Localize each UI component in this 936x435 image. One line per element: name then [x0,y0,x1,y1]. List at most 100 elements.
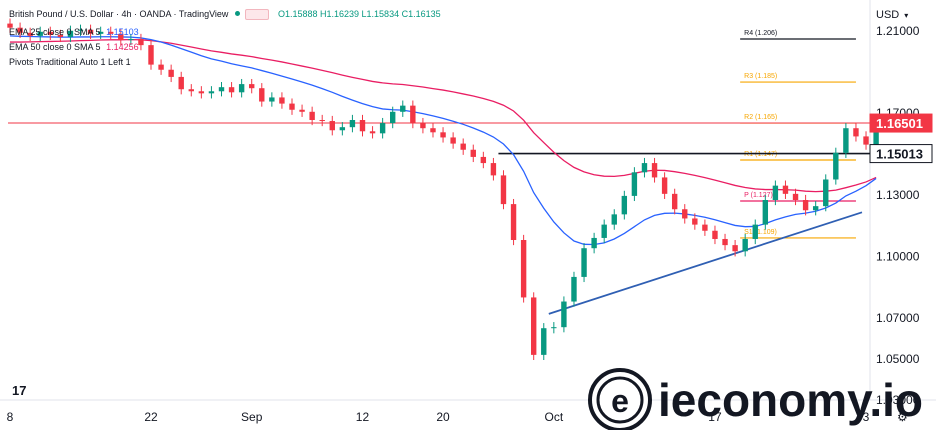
candle-body[interactable] [802,200,809,211]
candle-body[interactable] [309,111,315,120]
candle-body[interactable] [238,84,245,93]
candle-body[interactable] [611,214,617,225]
candle-body[interactable] [319,120,325,122]
candle-body[interactable] [671,193,678,210]
candle-body[interactable] [702,224,708,231]
candle-body[interactable] [641,163,648,173]
candle-body[interactable] [450,137,456,144]
candle-body[interactable] [601,224,607,238]
candle-body[interactable] [279,97,285,104]
candle-body[interactable] [551,327,557,329]
candle-body[interactable] [772,185,779,200]
candle-body[interactable] [843,128,849,153]
candle-body[interactable] [97,31,104,34]
candle-body[interactable] [369,131,376,134]
x-tick-label: Sep [241,410,263,424]
candle-body[interactable] [27,32,33,36]
candle-body[interactable] [400,105,406,112]
candle-body[interactable] [541,328,547,355]
candle-body[interactable] [440,132,446,138]
ema25-line[interactable] [9,35,877,246]
candle-body[interactable] [732,245,738,252]
candle-body[interactable] [7,23,13,28]
candle-body[interactable] [158,64,164,70]
candle-body[interactable] [57,34,64,37]
candle-body[interactable] [67,30,74,37]
candle-body[interactable] [782,185,789,194]
candle-body[interactable] [118,33,124,40]
candle-body[interactable] [742,238,748,252]
candle-body[interactable] [259,88,265,102]
candle-body[interactable] [128,38,134,40]
candle-body[interactable] [621,195,628,215]
candle-body[interactable] [833,152,839,180]
candle-body[interactable] [712,230,718,239]
candle-body[interactable] [178,76,184,90]
candle-body[interactable] [410,105,416,124]
candle-body[interactable] [480,156,487,164]
candle-body[interactable] [762,200,769,225]
candle-body[interactable] [188,89,194,92]
ema50-legend[interactable]: EMA 50 close 0 SMA 5 1.14256 [9,42,139,52]
candle-body[interactable] [863,136,869,145]
candle-body[interactable] [108,31,114,34]
candle-body[interactable] [269,97,275,102]
gear-icon[interactable]: ⚙ [897,410,908,424]
candle-body[interactable] [460,143,466,150]
candle-body[interactable] [631,172,638,196]
candle-body[interactable] [87,29,94,34]
candle-body[interactable] [561,301,567,328]
y-tick-label: 1.13000 [876,188,920,202]
tradingview-logo[interactable]: 17 [12,383,27,398]
candle-body[interactable] [510,204,517,240]
candle-body[interactable] [581,248,587,277]
candle-body[interactable] [591,237,597,249]
candle-body[interactable] [390,111,396,124]
candle-body[interactable] [853,128,859,137]
candle-body[interactable] [349,120,356,128]
candle-body[interactable] [299,109,305,112]
candle-body[interactable] [420,123,426,129]
candle-body[interactable] [289,103,295,110]
candle-body[interactable] [168,69,174,77]
candle-body[interactable] [722,238,728,246]
candle-body[interactable] [17,27,23,33]
candle-body[interactable] [661,177,668,194]
candle-body[interactable] [430,128,436,133]
candle-body[interactable] [47,31,53,35]
candle-body[interactable] [218,87,225,92]
candle-body[interactable] [470,149,476,157]
candle-body[interactable] [812,206,819,211]
candle-body[interactable] [651,163,658,178]
candle-body[interactable] [500,175,507,205]
candle-body[interactable] [359,120,366,132]
candle-body[interactable] [228,87,235,93]
candle-body[interactable] [148,45,154,65]
candle-body[interactable] [571,276,577,302]
candle-body[interactable] [752,224,758,239]
candle-body[interactable] [329,121,335,131]
candle-body[interactable] [682,209,688,219]
compare-icon[interactable] [245,9,270,21]
candle-body[interactable] [792,193,799,200]
candle-body[interactable] [823,179,829,207]
candle-body[interactable] [37,31,43,36]
ema25-legend[interactable]: EMA 25 close 0 SMA 5 1.15103 [9,27,139,37]
candle-body[interactable] [530,297,537,355]
candle-body[interactable] [208,91,215,94]
pivots-legend[interactable]: Pivots Traditional Auto 1 Left 1 [9,57,131,67]
ohlc-values: O1.15888 H1.16239 L1.15834 C1.16135 [277,9,441,19]
candle-body[interactable] [339,127,346,131]
candle-body[interactable] [379,123,386,134]
candle-body[interactable] [692,218,698,225]
candle-body[interactable] [520,240,527,298]
candle-body[interactable] [138,38,144,46]
currency-selector[interactable]: USD ▾ [876,9,908,21]
candle-body[interactable] [249,84,255,89]
candle-body[interactable] [198,91,205,94]
candle-body[interactable] [873,130,879,145]
candle-body[interactable] [77,29,84,31]
trendline[interactable] [548,211,863,315]
candle-body[interactable] [490,163,497,176]
